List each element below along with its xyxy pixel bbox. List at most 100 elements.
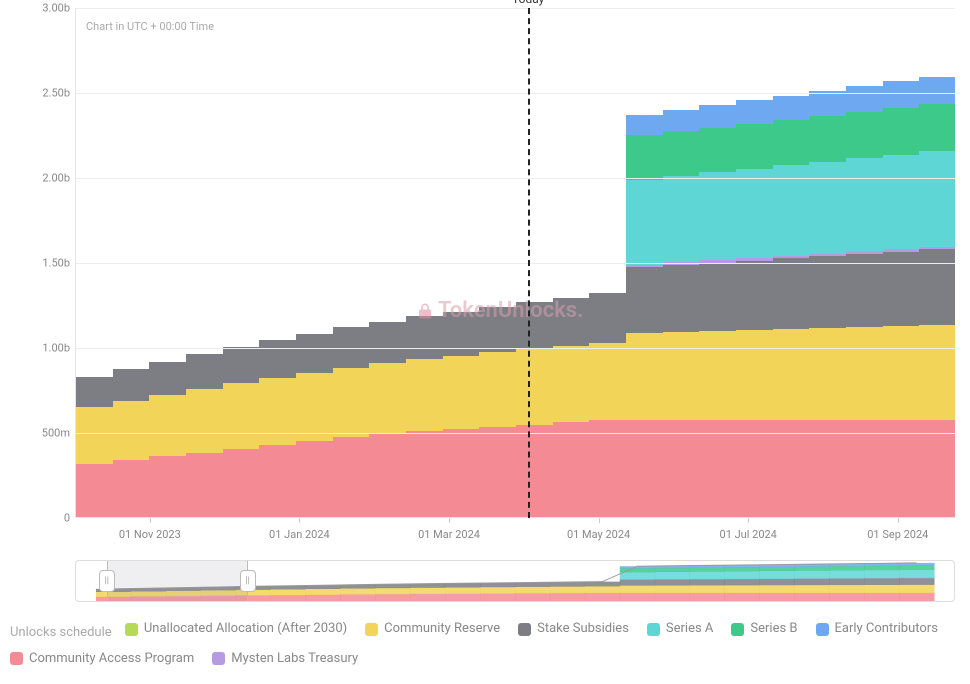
- lock-icon: [416, 302, 434, 320]
- legend-label: Community Reserve: [384, 616, 500, 642]
- legend-item-series_b[interactable]: Series B: [731, 616, 797, 642]
- stack-column: [883, 81, 920, 517]
- segment-community_reserve: [333, 368, 370, 437]
- legend-swatch: [212, 652, 225, 665]
- segment-community_reserve: [883, 326, 920, 420]
- legend-item-community_reserve[interactable]: Community Reserve: [365, 616, 500, 642]
- grid-line: [76, 433, 955, 434]
- x-axis-labels: 01 Nov 202301 Jan 202401 Mar 202401 May …: [75, 522, 955, 544]
- segment-stake_subsidies: [699, 263, 736, 332]
- legend: Unlocks schedule Unallocated Allocation …: [10, 616, 960, 675]
- y-axis-label: 2.50b: [35, 87, 70, 100]
- today-line: [528, 8, 530, 518]
- stack-column: [919, 77, 955, 517]
- x-tick: [599, 518, 600, 523]
- segment-community_reserve: [479, 352, 516, 426]
- brush-selection[interactable]: [107, 561, 248, 601]
- segment-stake_subsidies: [223, 347, 260, 383]
- legend-swatch: [10, 652, 23, 665]
- segment-stake_subsidies: [296, 334, 333, 373]
- segment-series_a: [626, 180, 663, 265]
- stack-column: [333, 327, 370, 517]
- segment-community_access_program: [259, 445, 296, 517]
- grid-line: [76, 178, 955, 179]
- segment-stake_subsidies: [773, 258, 810, 329]
- brush-handle-left[interactable]: ||: [99, 570, 115, 592]
- today-label: Today: [512, 0, 544, 6]
- segment-series_b: [883, 108, 920, 155]
- segment-community_access_program: [809, 420, 846, 517]
- legend-title: Unlocks schedule: [10, 625, 112, 640]
- legend-item-unallocated_allocation[interactable]: Unallocated Allocation (After 2030): [125, 616, 347, 642]
- legend-swatch: [365, 623, 378, 636]
- segment-community_access_program: [333, 437, 370, 517]
- segment-community_access_program: [223, 449, 260, 517]
- stack-column: [149, 362, 186, 517]
- x-axis-label: 01 Mar 2024: [418, 528, 480, 541]
- segment-community_reserve: [846, 327, 883, 420]
- segment-community_access_program: [76, 464, 113, 517]
- legend-item-community_access_program[interactable]: Community Access Program: [10, 646, 194, 672]
- segment-series_a: [883, 155, 920, 250]
- segment-community_access_program: [406, 431, 443, 517]
- segment-community_reserve: [443, 356, 480, 429]
- grid-line: [76, 93, 955, 94]
- stack-column: [773, 96, 810, 517]
- legend-item-mysten_labs_treasury[interactable]: Mysten Labs Treasury: [212, 646, 358, 672]
- legend-swatch: [125, 623, 138, 636]
- range-brush[interactable]: || ||: [75, 560, 955, 602]
- segment-stake_subsidies: [626, 267, 663, 333]
- x-axis-label: 01 Nov 2023: [119, 528, 181, 541]
- y-axis-label: 3.00b: [35, 2, 70, 15]
- segment-stake_subsidies: [259, 340, 296, 377]
- segment-community_access_program: [663, 420, 700, 517]
- segment-community_reserve: [149, 395, 186, 456]
- segment-stake_subsidies: [76, 377, 113, 408]
- segment-community_access_program: [736, 420, 773, 517]
- watermark: TokenUnlocks.: [416, 298, 583, 323]
- segment-community_reserve: [406, 359, 443, 431]
- segment-community_access_program: [589, 420, 626, 517]
- stack-column: [223, 347, 260, 517]
- stack-column: [259, 340, 296, 517]
- legend-label: Unallocated Allocation (After 2030): [144, 616, 347, 642]
- grid-line: [76, 348, 955, 349]
- segment-community_reserve: [553, 346, 590, 423]
- legend-swatch: [518, 623, 531, 636]
- segment-community_reserve: [773, 329, 810, 420]
- segment-series_b: [663, 131, 700, 176]
- stack-column: [479, 307, 516, 517]
- segment-series_b: [699, 128, 736, 173]
- stack-column: [626, 115, 663, 517]
- stack-column: [406, 316, 443, 517]
- segment-community_access_program: [553, 422, 590, 517]
- legend-label: Stake Subsidies: [537, 616, 629, 642]
- chart-plot-area: Chart in UTC + 00:00 Time TokenUnlocks.: [75, 8, 955, 518]
- segment-community_access_program: [149, 456, 186, 517]
- segment-series_a: [736, 169, 773, 258]
- segment-early_contributors: [699, 105, 736, 127]
- legend-swatch: [731, 623, 744, 636]
- stack-column: [443, 312, 480, 518]
- segment-community_access_program: [186, 453, 223, 517]
- stack-column: [699, 105, 736, 517]
- segment-community_reserve: [663, 332, 700, 420]
- legend-swatch: [647, 623, 660, 636]
- segment-community_reserve: [589, 343, 626, 421]
- stack-column: [663, 110, 700, 517]
- legend-item-early_contributors[interactable]: Early Contributors: [816, 616, 938, 642]
- segment-community_access_program: [626, 420, 663, 517]
- grid-line: [76, 263, 955, 264]
- stack-column: [296, 334, 333, 517]
- brush-handle-right[interactable]: ||: [240, 570, 256, 592]
- legend-item-stake_subsidies[interactable]: Stake Subsidies: [518, 616, 629, 642]
- stack-column: [516, 302, 553, 517]
- y-axis-label: 1.00b: [35, 342, 70, 355]
- segment-community_access_program: [443, 429, 480, 517]
- legend-item-series_a[interactable]: Series A: [647, 616, 714, 642]
- legend-label: Mysten Labs Treasury: [231, 646, 358, 672]
- segment-community_access_program: [516, 425, 553, 517]
- legend-label: Series A: [666, 616, 714, 642]
- segment-community_access_program: [369, 434, 406, 517]
- segment-series_b: [919, 104, 955, 151]
